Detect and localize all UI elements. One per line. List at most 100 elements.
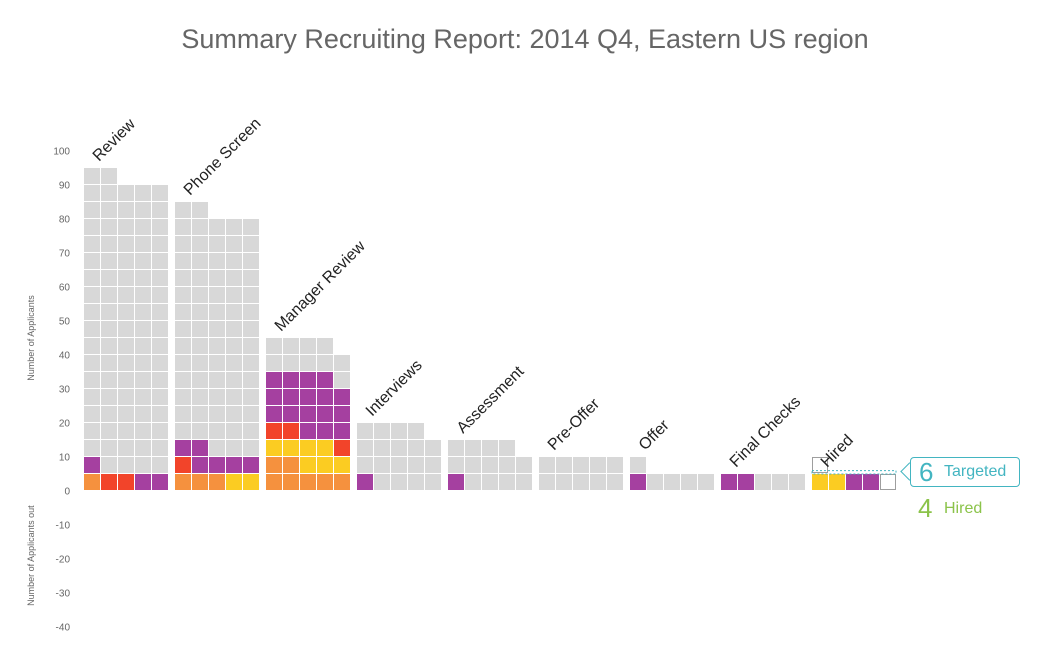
waffle-cell — [482, 474, 498, 490]
waffle-cell — [317, 372, 333, 388]
y-tick-label: 10 — [59, 453, 71, 464]
waffle-cell — [101, 440, 117, 456]
waffle-cell — [84, 355, 100, 371]
waffle-cell — [539, 457, 555, 473]
waffle-cell — [317, 355, 333, 371]
waffle-cell — [175, 236, 191, 252]
waffle-cell — [175, 253, 191, 269]
waffle-cell — [192, 236, 208, 252]
waffle-cell — [266, 440, 282, 456]
waffle-cell — [101, 168, 117, 184]
waffle-cell — [152, 185, 168, 201]
waffle-cell — [84, 321, 100, 337]
waffle-cell — [152, 270, 168, 286]
waffle-cell — [209, 253, 225, 269]
waffle-cell — [209, 304, 225, 320]
waffle-cell — [152, 287, 168, 303]
waffle-cell — [135, 219, 151, 235]
waffle-cell — [789, 474, 805, 490]
waffle-cell — [357, 474, 373, 490]
waffle-cell — [84, 372, 100, 388]
waffle-cell — [175, 338, 191, 354]
waffle-cell — [226, 423, 242, 439]
waffle-cell — [556, 474, 572, 490]
waffle-cell — [84, 338, 100, 354]
waffle-cell — [118, 185, 134, 201]
waffle-cell — [192, 474, 208, 490]
waffle-cell — [135, 236, 151, 252]
waffle-cell — [192, 355, 208, 371]
waffle-cell — [152, 219, 168, 235]
waffle-cell — [152, 423, 168, 439]
waffle-cell — [84, 406, 100, 422]
waffle-cell — [209, 457, 225, 473]
y-tick-label: 20 — [59, 419, 71, 430]
waffle-cell — [266, 457, 282, 473]
waffle-cell — [226, 236, 242, 252]
waffle-cell — [135, 304, 151, 320]
waffle-cell — [226, 406, 242, 422]
waffle-cell — [192, 372, 208, 388]
waffle-cell — [135, 440, 151, 456]
waffle-cell — [135, 185, 151, 201]
waffle-cell — [209, 287, 225, 303]
waffle-cell — [357, 440, 373, 456]
waffle-cell — [300, 338, 316, 354]
waffle-cell — [192, 389, 208, 405]
waffle-cell — [152, 202, 168, 218]
y-axis-label-out: Number of Applicants out — [26, 505, 36, 606]
waffle-cell — [317, 474, 333, 490]
waffle-cell — [101, 304, 117, 320]
waffle-cell — [118, 236, 134, 252]
waffle-cell — [118, 287, 134, 303]
waffle-cell — [266, 389, 282, 405]
waffle-cell — [84, 304, 100, 320]
y-tick-label: 40 — [59, 351, 71, 362]
waffle-cell — [152, 440, 168, 456]
waffle-cell — [283, 389, 299, 405]
waffle-cell — [135, 423, 151, 439]
waffle-cell — [118, 321, 134, 337]
waffle-cell — [266, 423, 282, 439]
stage-label: Manager Review — [272, 238, 369, 335]
waffle-cell — [266, 355, 282, 371]
waffle-cell — [84, 168, 100, 184]
waffle-cell — [84, 236, 100, 252]
waffle-cell — [243, 253, 259, 269]
waffle-cell — [226, 355, 242, 371]
waffle-cell — [175, 423, 191, 439]
waffle-cell — [175, 440, 191, 456]
y-tick-label: -30 — [56, 589, 71, 600]
stage-label: Offer — [636, 416, 673, 453]
waffle-cell — [300, 423, 316, 439]
waffle-cell — [175, 474, 191, 490]
waffle-cell — [118, 304, 134, 320]
waffle-cell — [209, 321, 225, 337]
waffle-cell — [135, 287, 151, 303]
waffle-cell — [101, 219, 117, 235]
y-tick-label: 70 — [59, 249, 71, 260]
waffle-cell — [152, 321, 168, 337]
waffle-cell — [408, 457, 424, 473]
waffle-cell — [209, 389, 225, 405]
waffle-cell — [465, 474, 481, 490]
waffle-cell — [175, 202, 191, 218]
waffle-cell — [226, 270, 242, 286]
waffle-cell — [243, 389, 259, 405]
waffle-cell — [192, 440, 208, 456]
y-tick-label: 30 — [59, 385, 71, 396]
waffle-cell — [152, 474, 168, 490]
stage-label: Hired — [818, 432, 857, 471]
waffle-cell — [175, 219, 191, 235]
waffle-cell — [175, 287, 191, 303]
waffle-cell — [374, 440, 390, 456]
waffle-cell — [226, 287, 242, 303]
waffle-cell — [374, 457, 390, 473]
waffle-cell — [283, 440, 299, 456]
waffle-cell — [829, 474, 845, 490]
waffle-cell — [152, 338, 168, 354]
waffle-cell — [590, 474, 606, 490]
waffle-cell — [226, 457, 242, 473]
y-tick-label: 60 — [59, 283, 71, 294]
waffle-cell — [118, 423, 134, 439]
